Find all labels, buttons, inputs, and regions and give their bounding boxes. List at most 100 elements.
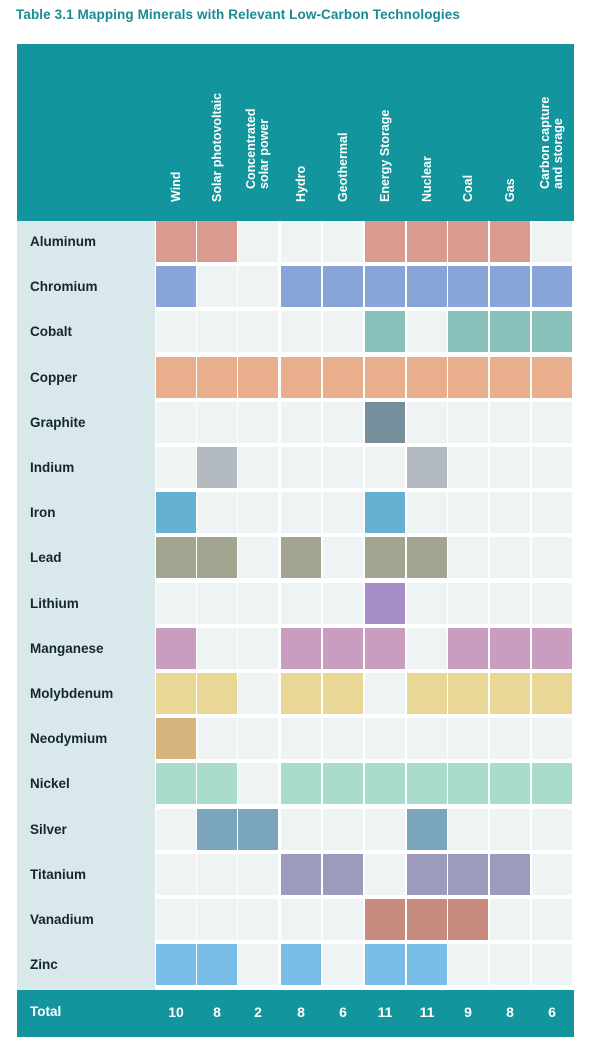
empty-cell [490,899,530,940]
mineral-label: Iron [30,505,56,521]
filled-cell [323,266,363,308]
filled-cell [365,311,405,353]
empty-cell [448,537,488,579]
filled-cell [407,944,447,986]
empty-cell [238,853,278,895]
filled-cell [156,266,196,308]
filled-cell [197,763,237,805]
filled-cell [281,537,321,579]
filled-cell [281,266,321,308]
empty-cell [197,266,237,308]
empty-cell [532,401,572,443]
total-value: 2 [254,1004,262,1020]
empty-cell [407,718,447,760]
empty-cell [448,447,488,488]
mineral-label: Aluminum [30,234,96,249]
filled-cell [407,356,447,398]
empty-cell [238,627,278,669]
empty-cell [238,266,278,308]
empty-cell [448,944,488,986]
empty-cell [281,492,321,534]
empty-cell [365,673,405,714]
filled-cell [448,221,488,262]
total-value: 8 [506,1004,514,1020]
empty-cell [197,311,237,353]
empty-cell [365,447,405,488]
empty-cell [532,492,572,534]
total-value: 6 [548,1004,556,1020]
mineral-label: Titanium [30,866,87,882]
filled-cell [365,492,405,534]
empty-cell [281,808,321,850]
empty-cell [532,853,572,895]
filled-cell [365,401,405,443]
empty-cell [281,401,321,443]
filled-cell [156,763,196,805]
empty-cell [365,853,405,895]
filled-cell [407,537,447,579]
column-header-label: Solar photovoltaic [209,92,224,202]
filled-cell [448,266,488,308]
filled-cell [407,673,447,714]
filled-cell [156,492,196,534]
empty-cell [197,401,237,443]
filled-cell [365,356,405,398]
filled-cell [490,311,530,353]
filled-cell [448,899,488,940]
filled-cell [197,447,237,488]
column-header: Carbon capture and storage [532,45,572,215]
mineral-label: Zinc [30,957,58,973]
filled-cell [323,356,363,398]
filled-cell [490,853,530,895]
total-value: 6 [339,1004,347,1020]
empty-cell [197,582,237,624]
empty-cell [532,808,572,850]
empty-cell [323,221,363,262]
empty-cell [448,401,488,443]
empty-cell [490,808,530,850]
table-title: Table 3.1 Mapping Minerals with Relevant… [16,7,460,22]
empty-cell [448,808,488,850]
mineral-label: Silver [30,821,67,837]
table-header: Wind Solar photovoltaic Concentrated solar… [17,44,574,221]
mineral-label: Lithium [30,595,79,611]
empty-cell [407,582,447,624]
empty-cell [281,447,321,488]
empty-cell [156,401,196,443]
empty-cell [490,401,530,443]
empty-cell [238,899,278,940]
empty-cell [238,944,278,986]
mineral-label: Cobalt [30,324,72,340]
empty-cell [532,718,572,760]
empty-cell [532,447,572,488]
empty-cell [238,763,278,805]
mineral-label: Molybdenum [30,686,114,701]
filled-cell [281,627,321,669]
empty-cell [323,537,363,579]
filled-cell [323,673,363,714]
empty-cell [281,221,321,262]
filled-cell [532,266,572,308]
empty-cell [238,447,278,488]
empty-cell [448,492,488,534]
total-value: 11 [377,1004,393,1020]
filled-cell [365,537,405,579]
empty-cell [490,944,530,986]
empty-cell [197,899,237,940]
empty-cell [407,311,447,353]
mineral-label: Nickel [30,776,70,792]
filled-cell [448,763,488,805]
filled-cell [532,356,572,398]
empty-cell [490,718,530,760]
empty-cell [407,401,447,443]
column-header: Geothermal [323,45,363,215]
empty-cell [490,447,530,488]
column-header-label: Hydro [293,165,308,202]
column-header: Hydro [281,45,321,215]
empty-cell [448,582,488,624]
empty-cell [281,899,321,940]
empty-cell [490,537,530,579]
mineral-label: Lead [30,550,62,566]
empty-cell [238,492,278,534]
empty-cell [281,311,321,353]
